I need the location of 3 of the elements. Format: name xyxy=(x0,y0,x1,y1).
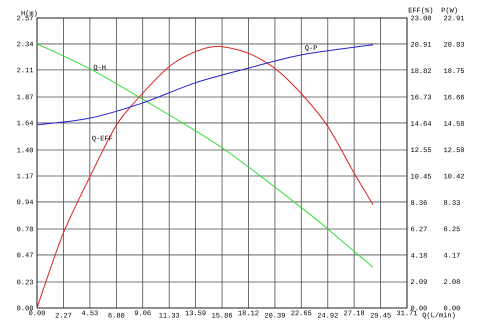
line-series xyxy=(36,46,374,308)
line-series xyxy=(36,43,374,268)
line-series xyxy=(36,44,374,126)
